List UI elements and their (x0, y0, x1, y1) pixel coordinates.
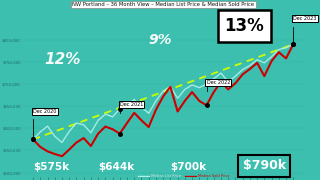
Text: Dec 2020: Dec 2020 (33, 109, 56, 114)
Text: $644k: $644k (98, 162, 134, 172)
Text: $700k: $700k (170, 162, 206, 172)
Text: $575k: $575k (33, 162, 69, 172)
Text: Dec 2021: Dec 2021 (120, 102, 143, 107)
Title: NW Portland – 36 Month View – Median List Price & Median Sold Price: NW Portland – 36 Month View – Median Lis… (72, 2, 254, 7)
Text: Dec 2022: Dec 2022 (206, 80, 230, 85)
Text: Dec 2023: Dec 2023 (293, 16, 316, 21)
Text: $790k: $790k (243, 159, 286, 172)
Text: 9%: 9% (149, 33, 172, 47)
Text: Median List Price: Median List Price (151, 174, 181, 178)
Text: Median Sold Price: Median Sold Price (198, 174, 229, 178)
Text: 12%: 12% (44, 52, 80, 67)
Text: 13%: 13% (225, 17, 264, 35)
